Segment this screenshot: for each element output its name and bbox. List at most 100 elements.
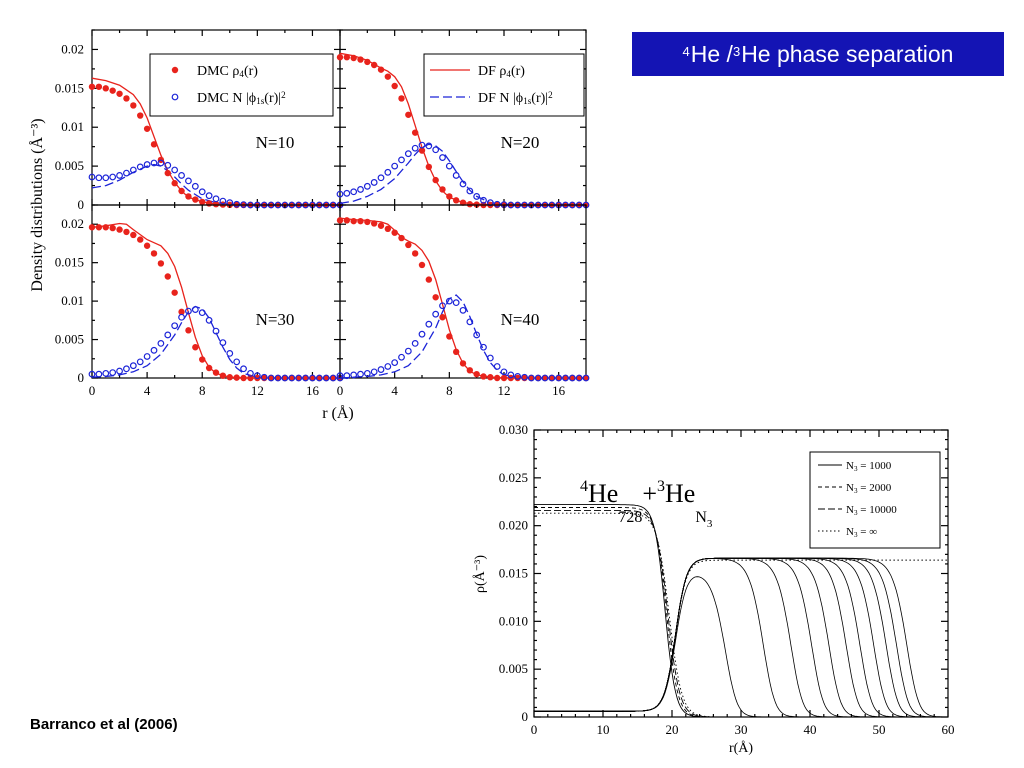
- dmc-phi-point: [157, 340, 165, 347]
- dmc-phi-point: [363, 369, 371, 377]
- x-axis-title: r (Å): [322, 404, 354, 422]
- dmc-phi-point: [129, 362, 137, 370]
- x-tick-label: 50: [873, 722, 886, 737]
- dmc-phi-point: [439, 302, 446, 310]
- dmc-rho-point: [466, 201, 474, 208]
- dmc-phi-point: [350, 371, 358, 379]
- dmc-phi-point: [178, 172, 185, 179]
- dmc-rho-point: [137, 236, 144, 243]
- dmc-rho-point: [157, 260, 165, 267]
- y-tick-label: 0.020: [499, 518, 528, 533]
- legend-label: N3 = 10000: [846, 504, 897, 517]
- dmc-rho-point: [384, 73, 392, 80]
- dmc-rho-point: [370, 61, 378, 69]
- panel-label: N=10: [256, 133, 295, 152]
- dmc-phi-point: [398, 156, 405, 164]
- y-tick-label: 0.030: [499, 422, 528, 437]
- he4-density-curve: [534, 512, 810, 718]
- y-tick-label: 0.02: [61, 41, 84, 56]
- x-tick-label: 12: [251, 383, 264, 398]
- he3-density-curve: [534, 557, 948, 718]
- dmc-rho-point: [116, 90, 123, 97]
- dmc-phi-point: [109, 173, 117, 181]
- dmc-phi-point: [541, 374, 549, 382]
- legend-marker-dmc-phi: [171, 93, 179, 101]
- dmc-phi-point: [514, 373, 522, 380]
- panel-n-30: N=30: [88, 204, 344, 382]
- dmc-phi-point: [178, 313, 185, 321]
- dmc-rho-point: [150, 141, 158, 148]
- title-banner: 4 He / 3 He phase separation: [632, 32, 1004, 76]
- dmc-phi-point: [171, 166, 179, 174]
- dmc-phi-point: [452, 299, 460, 307]
- y-tick-label: 0.015: [55, 80, 84, 95]
- dmc-phi-point: [384, 168, 392, 176]
- y-tick-label: 0.02: [61, 216, 84, 231]
- dmc-phi-point: [212, 195, 220, 203]
- dmc-phi-point: [404, 150, 412, 158]
- dmc-phi-point: [480, 196, 487, 204]
- dmc-rho-point: [452, 197, 460, 204]
- dmc-phi-point: [191, 306, 199, 313]
- he3-density-curve: [534, 557, 948, 718]
- dmc-rho-point: [316, 374, 323, 382]
- banner-part-2: He phase separation: [741, 40, 954, 67]
- df-phi-line: [339, 143, 586, 206]
- dmc-rho-point: [109, 87, 116, 94]
- dmc-rho-point: [364, 218, 371, 226]
- dmc-rho-point: [528, 374, 535, 382]
- dmc-rho-point: [391, 82, 398, 90]
- dmc-phi-point: [473, 193, 481, 200]
- legend-label-df-rho: DF ρ4(r): [478, 64, 525, 79]
- dmc-phi-point: [315, 374, 323, 382]
- dmc-rho-point: [137, 112, 144, 119]
- dmc-rho-point: [562, 374, 569, 382]
- dmc-phi-point: [267, 374, 275, 382]
- dmc-rho-point: [459, 360, 467, 367]
- dmc-rho-point: [548, 374, 556, 382]
- dmc-rho-point: [329, 374, 337, 382]
- dmc-phi-point: [411, 144, 419, 152]
- dmc-phi-point: [363, 182, 371, 190]
- dmc-phi-point: [129, 166, 137, 174]
- dmc-rho-point: [493, 374, 501, 382]
- dmc-rho-point: [514, 374, 521, 382]
- dmc-rho-point: [487, 374, 494, 381]
- banner-sup-3: 3: [732, 43, 741, 59]
- dmc-phi-point: [109, 369, 117, 377]
- dmc-phi-point: [253, 372, 261, 380]
- y-tick-label: 0.015: [499, 566, 528, 581]
- panel-label: N=30: [256, 310, 295, 329]
- dmc-rho-point: [425, 163, 433, 171]
- dmc-rho-point: [323, 374, 330, 382]
- df-phi-line: [91, 163, 340, 206]
- dmc-phi-point: [336, 190, 344, 198]
- dmc-rho-point: [130, 231, 137, 239]
- banner-sup-4: 4: [682, 43, 690, 59]
- dmc-rho-point: [582, 374, 590, 382]
- he3-density-curve: [534, 576, 948, 718]
- dmc-phi-point: [198, 188, 206, 196]
- dmc-rho-point: [370, 220, 378, 227]
- dmc-phi-point: [582, 374, 590, 382]
- dmc-rho-point: [95, 83, 103, 90]
- x-tick-label: 16: [306, 383, 320, 398]
- dmc-rho-point: [350, 54, 357, 62]
- dmc-phi-point: [548, 374, 556, 382]
- x-tick-label: 10: [597, 722, 610, 737]
- dmc-rho-point: [88, 224, 96, 231]
- x-tick-label: 30: [735, 722, 748, 737]
- dmc-rho-point: [102, 85, 109, 92]
- dmc-rho-point: [199, 198, 206, 206]
- dmc-phi-point: [425, 142, 433, 150]
- dmc-rho-point: [309, 374, 316, 382]
- dmc-phi-point: [445, 162, 453, 170]
- dmc-rho-point: [398, 95, 405, 102]
- dmc-phi-point: [336, 372, 344, 380]
- he4-density-curve: [534, 507, 810, 718]
- dmc-phi-point: [123, 365, 130, 373]
- panel-label: N=20: [501, 133, 540, 152]
- dmc-phi-point: [555, 374, 563, 382]
- legend-label-df-phi: DF N |ϕ1s(r)|2: [478, 90, 553, 106]
